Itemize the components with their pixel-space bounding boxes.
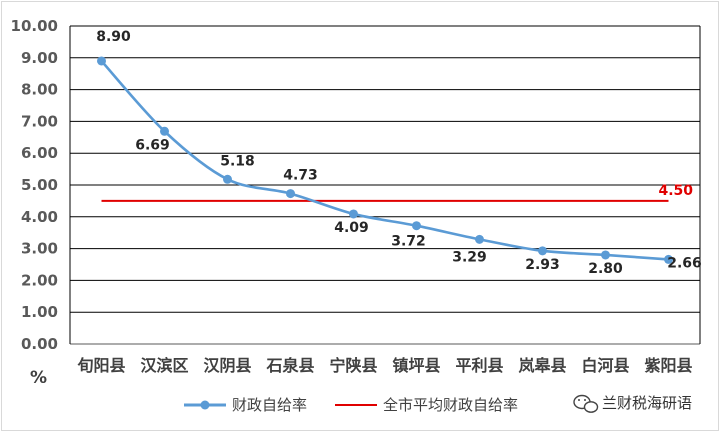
data-point (601, 250, 610, 260)
data-label: 4.73 (283, 168, 318, 184)
y-tick-label: 0.00 (21, 335, 58, 353)
average-value-label: 4.50 (659, 183, 694, 199)
main-series (97, 56, 673, 264)
x-tick-label: 镇坪县 (392, 356, 440, 375)
data-label: 4.09 (334, 220, 369, 236)
data-point (475, 234, 484, 244)
x-tick-label: 汉滨区 (140, 356, 188, 375)
data-labels: 8.90 6.69 5.18 4.73 4.09 3.72 3.29 2.93 2.80 2.66 (96, 29, 702, 277)
data-point (97, 56, 106, 66)
x-tick-label: 平利县 (455, 356, 503, 375)
wechat-icon (573, 394, 599, 413)
legend: 财政自给率 全市平均财政自给率 (184, 396, 518, 414)
data-label: 3.29 (452, 249, 487, 265)
data-label: 8.90 (96, 29, 131, 45)
data-label: 5.18 (220, 153, 255, 169)
y-tick-label: 9.00 (21, 49, 58, 67)
data-label: 6.69 (135, 137, 170, 153)
data-label: 2.80 (588, 261, 623, 277)
y-tick-label: 8.00 (21, 81, 58, 99)
legend-main-marker (200, 400, 210, 410)
data-label: 3.72 (391, 234, 426, 250)
watermark-text: 兰财税海研语 (602, 394, 692, 412)
x-tick-label: 汉阴县 (203, 356, 251, 375)
x-tick-label: 白河县 (581, 356, 629, 375)
average-series: 4.50 (101, 183, 694, 202)
gridlines (69, 25, 701, 345)
data-point (538, 246, 547, 256)
series-line (100, 60, 669, 261)
data-point (664, 254, 673, 264)
x-tick-label: 紫阳县 (644, 356, 692, 375)
data-point (286, 189, 295, 199)
y-tick-label: 1.00 (21, 303, 58, 321)
y-tick-label: 2.00 (21, 271, 58, 289)
data-point (160, 126, 169, 136)
x-tick-label: 岚皋县 (518, 356, 566, 375)
data-point (349, 209, 358, 219)
legend-average-label: 全市平均财政自给率 (383, 396, 518, 414)
y-tick-label: 4.00 (21, 208, 58, 226)
data-point (223, 174, 232, 184)
x-tick-label: 宁陕县 (329, 356, 377, 375)
y-tick-label: 3.00 (21, 240, 58, 258)
y-tick-label: 5.00 (21, 176, 58, 194)
data-label: 2.93 (525, 257, 560, 273)
watermark: 兰财税海研语 (573, 394, 692, 413)
y-tick-label: 7.00 (21, 112, 58, 130)
data-point (412, 221, 421, 231)
x-tick-label: 旬阳县 (76, 356, 125, 375)
data-label: 2.66 (667, 255, 702, 271)
x-axis-ticks: 旬阳县 汉滨区 汉阴县 石泉县 宁陕县 镇坪县 平利县 岚皋县 白河县 紫阳县 (76, 356, 692, 375)
x-tick-label: 石泉县 (265, 356, 314, 375)
y-tick-label: 10.00 (11, 17, 58, 35)
legend-item-main: 财政自给率 (184, 396, 307, 414)
legend-main-label: 财政自给率 (232, 396, 307, 414)
y-axis-unit: % (30, 368, 47, 388)
legend-item-average: 全市平均财政自给率 (335, 396, 518, 414)
y-axis-ticks: 0.00 1.00 2.00 3.00 4.00 5.00 6.00 7.00 8.00 9.00… (11, 17, 58, 353)
y-tick-label: 6.00 (21, 144, 58, 162)
